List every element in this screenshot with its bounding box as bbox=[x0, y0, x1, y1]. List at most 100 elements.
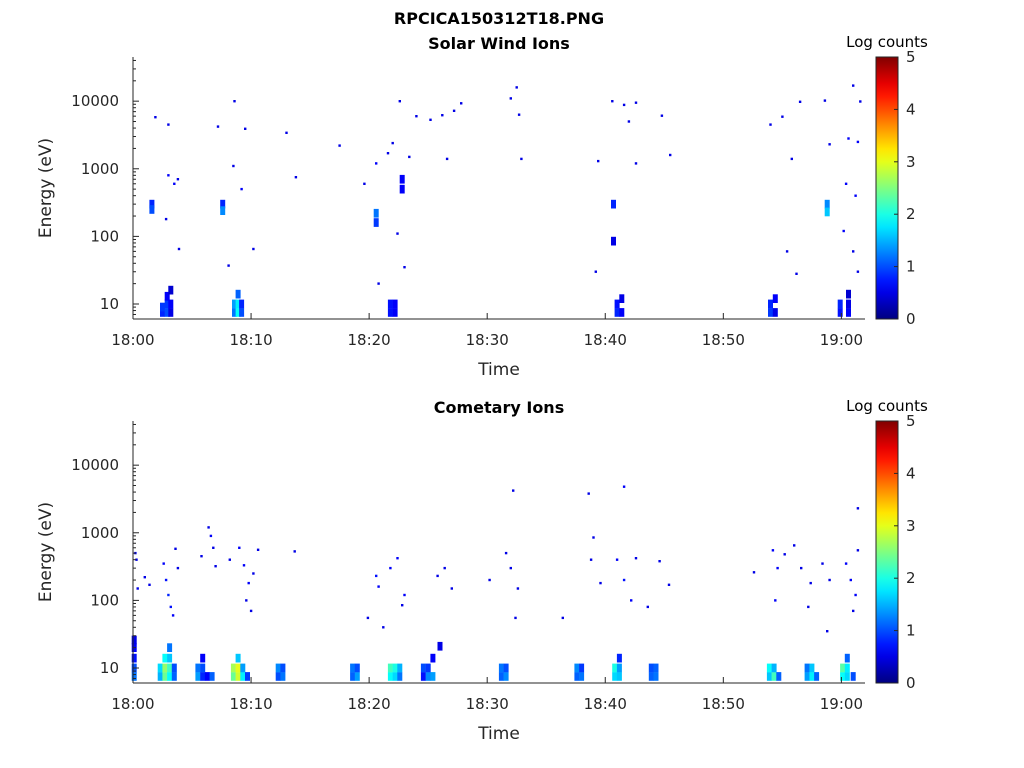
heatmap-cell bbox=[574, 672, 580, 681]
heatmap-cell bbox=[814, 672, 820, 681]
colorbar-tick-label: 3 bbox=[906, 153, 916, 171]
count-point bbox=[660, 114, 664, 117]
heatmap-cell bbox=[420, 672, 426, 681]
count-point bbox=[634, 162, 638, 165]
count-point bbox=[245, 599, 248, 602]
colorbar-label: Log counts bbox=[846, 397, 928, 415]
count-point bbox=[162, 562, 165, 565]
heatmap-cell bbox=[204, 672, 210, 681]
count-point bbox=[164, 578, 168, 582]
count-point bbox=[415, 115, 418, 118]
heatmap-cell bbox=[844, 663, 850, 673]
heatmap-cell bbox=[430, 672, 436, 681]
heatmap-cell bbox=[824, 199, 830, 209]
heatmap-cell bbox=[648, 672, 654, 681]
count-point bbox=[587, 492, 590, 495]
heatmap-cell bbox=[768, 308, 773, 317]
x-tick-label: 18:50 bbox=[702, 331, 745, 349]
heatmap-cell bbox=[840, 672, 846, 681]
count-point bbox=[167, 123, 170, 126]
count-point bbox=[209, 534, 213, 538]
count-point bbox=[517, 113, 521, 116]
heatmap-cell bbox=[220, 206, 226, 215]
colorbar-tick-label: 4 bbox=[906, 464, 916, 482]
heatmap-cell bbox=[804, 672, 810, 681]
count-point bbox=[488, 578, 491, 582]
heatmap-cell bbox=[168, 308, 174, 317]
heatmap-cell bbox=[240, 672, 246, 681]
count-point bbox=[176, 566, 180, 570]
x-tick-label: 18:30 bbox=[466, 331, 509, 349]
count-point bbox=[252, 572, 255, 575]
colorbar-gradient bbox=[875, 420, 899, 684]
heatmap-cell bbox=[157, 663, 163, 673]
heatmap-cell bbox=[579, 672, 585, 681]
heatmap-cell bbox=[425, 663, 431, 673]
count-point bbox=[450, 587, 453, 590]
heatmap-cell bbox=[230, 672, 236, 681]
count-point bbox=[847, 137, 850, 140]
count-point bbox=[408, 155, 411, 159]
count-point bbox=[429, 118, 432, 121]
heatmap-cell bbox=[131, 672, 137, 681]
count-point bbox=[249, 609, 253, 613]
count-point bbox=[842, 229, 845, 233]
heatmap-cell bbox=[498, 663, 504, 673]
count-point bbox=[232, 164, 235, 168]
heatmap-cell bbox=[162, 663, 168, 673]
heatmap-cell bbox=[167, 653, 173, 663]
count-point bbox=[622, 578, 626, 582]
colorbar-tick-label: 1 bbox=[906, 258, 916, 276]
count-point bbox=[821, 562, 824, 565]
colorbar-tick-label: 3 bbox=[906, 517, 916, 535]
heatmap-cell bbox=[200, 653, 206, 663]
count-point bbox=[366, 616, 370, 620]
colorbar-tick-label: 4 bbox=[906, 100, 916, 118]
heatmap-cell bbox=[167, 663, 173, 673]
y-tick-label: 1000 bbox=[81, 524, 119, 542]
x-tick-label: 18:20 bbox=[348, 695, 391, 713]
count-point bbox=[854, 593, 857, 597]
heatmap-cell bbox=[614, 299, 620, 309]
count-point bbox=[771, 549, 775, 552]
heatmap-cell bbox=[437, 641, 443, 651]
heatmap-cell bbox=[611, 236, 616, 246]
count-point bbox=[294, 176, 298, 179]
count-point bbox=[391, 141, 394, 145]
heatmap-cell bbox=[235, 672, 241, 681]
heatmap-cell bbox=[149, 205, 155, 214]
heatmap-cell bbox=[162, 653, 168, 663]
count-point bbox=[403, 593, 406, 597]
x-tick-label: 18:00 bbox=[111, 695, 154, 713]
x-tick-label: 19:00 bbox=[820, 695, 863, 713]
heatmap-cell bbox=[164, 308, 170, 317]
count-point bbox=[252, 247, 255, 251]
count-point bbox=[597, 159, 600, 163]
count-point bbox=[795, 272, 798, 275]
count-point bbox=[859, 100, 862, 103]
count-point bbox=[285, 131, 288, 134]
count-point bbox=[247, 581, 250, 585]
count-point bbox=[375, 162, 378, 165]
count-point bbox=[238, 546, 241, 549]
count-point bbox=[793, 544, 796, 547]
plot-area bbox=[133, 57, 865, 319]
heatmap-cell bbox=[824, 207, 830, 217]
count-point bbox=[154, 116, 157, 119]
count-point bbox=[807, 605, 810, 609]
count-point bbox=[752, 571, 756, 574]
count-point bbox=[856, 507, 860, 510]
heatmap-cell bbox=[771, 672, 777, 681]
heatmap-cell bbox=[280, 663, 286, 673]
count-point bbox=[669, 153, 672, 157]
count-point bbox=[823, 99, 827, 102]
count-point bbox=[826, 630, 829, 633]
heatmap-cell bbox=[167, 672, 173, 681]
count-point bbox=[228, 558, 231, 561]
count-point bbox=[509, 97, 512, 100]
count-point bbox=[174, 547, 177, 550]
heatmap-cell bbox=[164, 291, 170, 301]
heatmap-cell bbox=[844, 672, 850, 681]
count-point bbox=[436, 574, 439, 578]
